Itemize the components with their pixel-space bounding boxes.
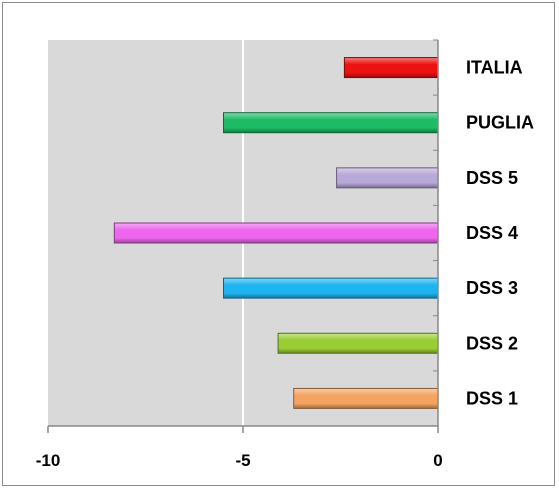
x-tick-label: -10	[36, 451, 61, 470]
bar-dss-5	[336, 167, 439, 189]
bars	[113, 57, 439, 409]
category-labels: DSS 1 DSS 2 DSS 3 DSS 4 DSS 5 PUGLIA ITALIA	[466, 58, 534, 409]
bar-puglia	[223, 112, 439, 134]
x-tick-label: 0	[433, 451, 442, 470]
bar-dss-4	[113, 222, 439, 244]
bar-dss-1	[293, 387, 439, 409]
category-label: PUGLIA	[466, 113, 534, 133]
bar-dss-2	[277, 332, 439, 354]
category-label: DSS 5	[466, 168, 518, 188]
category-label: DSS 2	[466, 333, 518, 353]
category-label: DSS 4	[466, 223, 518, 243]
category-label: DSS 3	[466, 278, 518, 298]
axes	[47, 39, 439, 433]
x-tick-label: -5	[235, 451, 250, 470]
bar-dss-3	[223, 277, 439, 299]
category-label: DSS 1	[466, 388, 518, 408]
category-label: ITALIA	[466, 58, 523, 78]
bar-italia	[343, 57, 439, 79]
tick-labels: -10 -5 0	[36, 451, 443, 470]
